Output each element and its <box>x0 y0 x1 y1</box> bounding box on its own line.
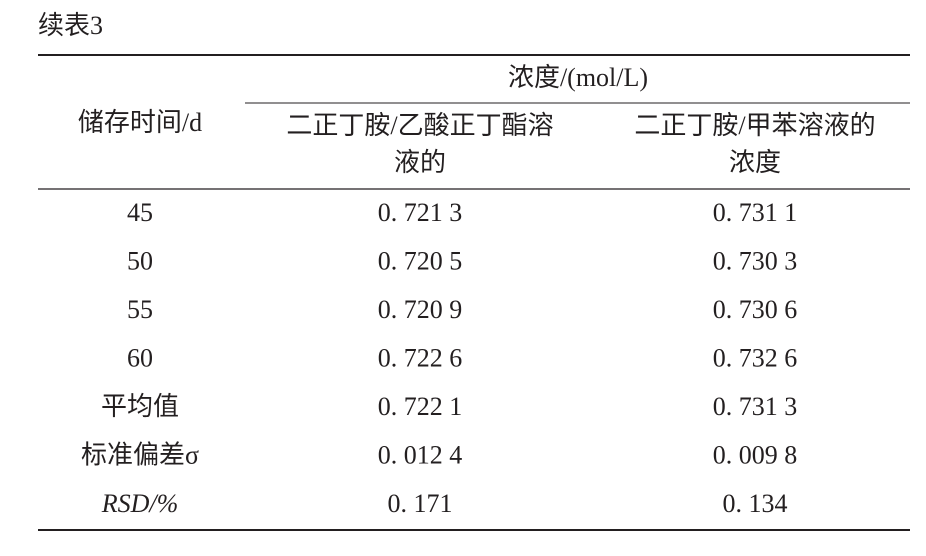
column-header: 二正丁胺/乙酸正丁酯溶 <box>286 111 553 140</box>
column-header: 储存时间/d <box>78 108 202 137</box>
table-cell: 0. 012 4 <box>378 440 463 469</box>
column-header: 二正丁胺/甲苯溶液的 <box>634 111 875 140</box>
table-cell: 0. 722 6 <box>378 343 463 372</box>
group-header: 浓度/(mol/L) <box>508 63 648 92</box>
table-cell: 0. 731 3 <box>713 392 798 421</box>
table-cell: 0. 721 3 <box>378 198 463 227</box>
table-cell: 50 <box>127 246 153 275</box>
table-cell: 0. 171 <box>388 489 453 518</box>
table-cell: 0. 009 8 <box>713 440 798 469</box>
table-cell: 平均值 <box>101 392 179 421</box>
table-cell: 45 <box>127 198 153 227</box>
table-cell: 0. 720 5 <box>378 246 463 275</box>
table-cell: RSD/% <box>101 489 179 518</box>
table-cell: 0. 722 1 <box>378 392 463 421</box>
table-cell: 0. 730 6 <box>713 295 798 324</box>
column-header: 液的 <box>394 148 446 177</box>
table-cell: 0. 730 3 <box>713 246 798 275</box>
table-title: 续表3 <box>38 11 103 40</box>
column-header: 浓度 <box>729 148 781 177</box>
table-cell: 标准偏差σ <box>81 440 199 469</box>
table-cell: 55 <box>127 295 153 324</box>
table-cell: 60 <box>127 343 153 372</box>
table-cell: 0. 731 1 <box>713 198 798 227</box>
table-cell: 0. 720 9 <box>378 295 463 324</box>
table-cell: 0. 134 <box>723 489 788 518</box>
table-cell: 0. 732 6 <box>713 343 798 372</box>
